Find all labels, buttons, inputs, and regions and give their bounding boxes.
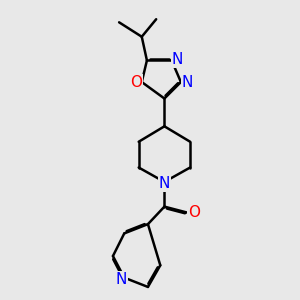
Text: O: O (188, 205, 200, 220)
Text: N: N (116, 272, 127, 287)
Text: N: N (182, 74, 193, 89)
Text: O: O (130, 74, 142, 89)
Text: N: N (159, 176, 170, 191)
Text: N: N (172, 52, 183, 67)
